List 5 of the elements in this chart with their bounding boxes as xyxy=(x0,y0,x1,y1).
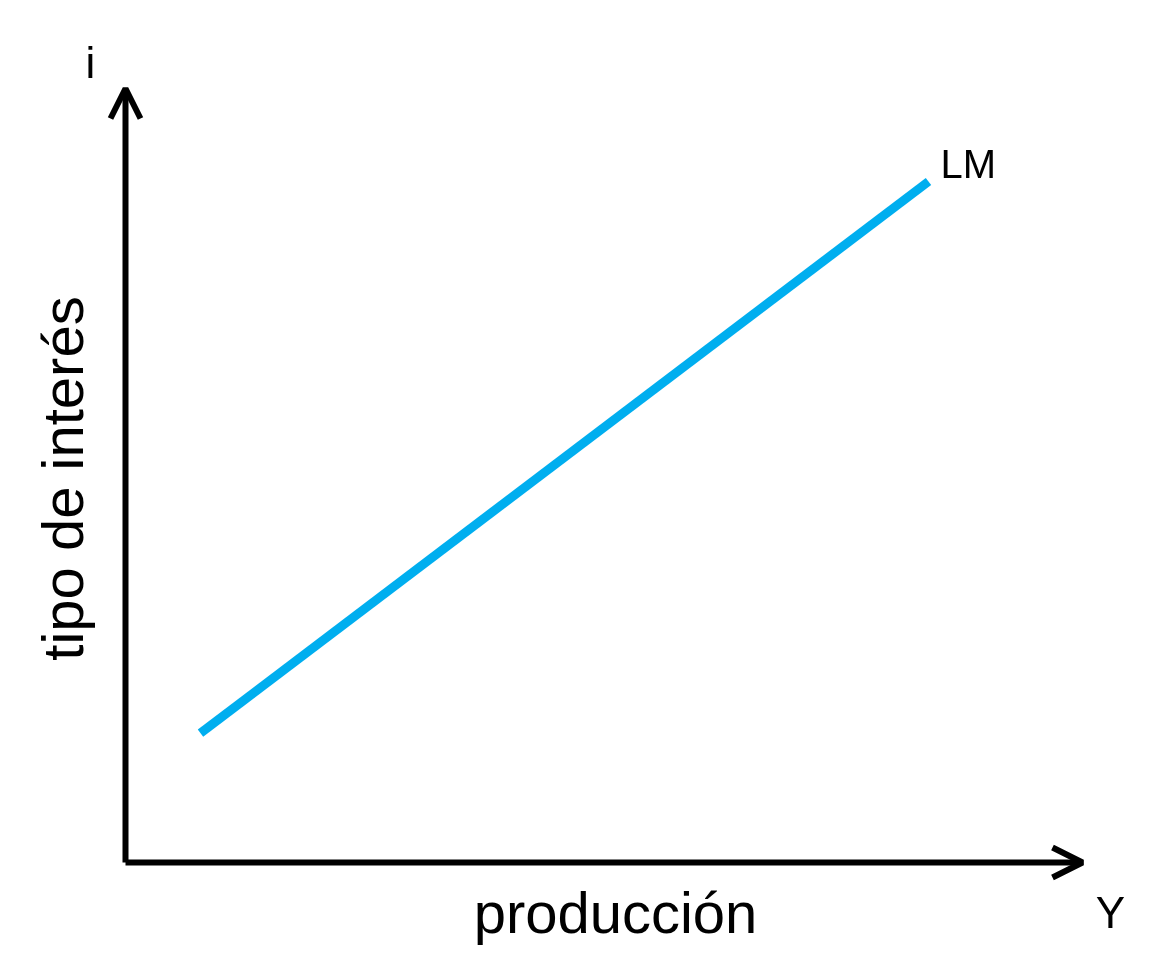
text: Y xyxy=(1095,888,1126,937)
series-label: LM xyxy=(940,141,997,186)
text: i xyxy=(85,38,96,87)
y-axis-title: tipo de interés xyxy=(30,296,95,661)
x-axis-title: producción xyxy=(473,880,758,945)
